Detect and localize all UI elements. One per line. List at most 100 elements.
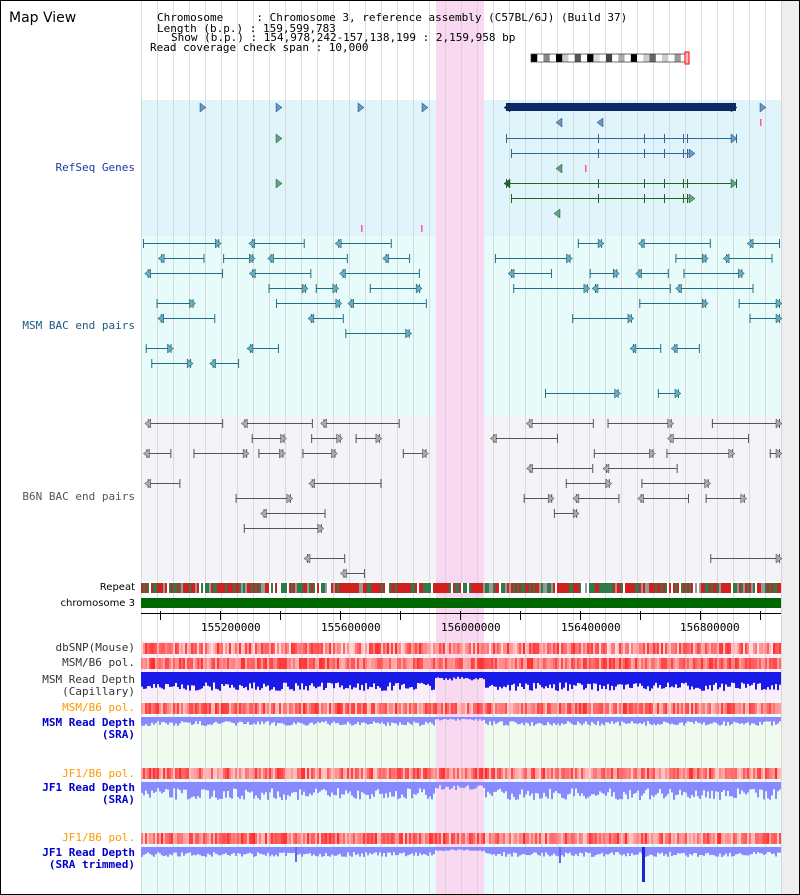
msm-capillary-depth-bar: [437, 672, 439, 678]
msm-bac-arrow: [674, 388, 682, 399]
jf1-trimmed-depth-bar: [375, 847, 377, 853]
track-label-msm-bac[interactable]: MSM BAC end pairs: [22, 319, 135, 332]
msm-pol2-heat-cell: [405, 703, 407, 714]
msm-capillary-depth-bar: [405, 672, 407, 689]
dbsnp-heat-cell: [685, 643, 687, 654]
track-label-msm-b6-pol[interactable]: MSM/B6 pol.: [62, 656, 135, 669]
msm-sra-depth-bar: [367, 717, 369, 725]
jf1-sra-depth-bar: [513, 782, 515, 797]
jf1-pol2-heat-cell: [141, 833, 143, 844]
repeat-block: [637, 583, 639, 593]
repeat-block: [445, 583, 447, 593]
msm-pol2-heat-cell: [773, 703, 775, 714]
jf1-trimmed-depth-bar: [677, 847, 679, 854]
repeat-block: [157, 583, 159, 593]
jf1-pol-heat-cell: [541, 768, 543, 779]
dbsnp-heat-cell: [619, 643, 621, 654]
msm-capillary-depth-bar: [251, 672, 253, 689]
jf1-sra-depth-bar: [141, 782, 143, 793]
jf1-trimmed-depth-bar: [189, 847, 191, 853]
msm-sra-depth-bar: [143, 717, 145, 726]
msm-pol2-heat-cell: [765, 703, 767, 714]
msm-capillary-depth-bar: [423, 672, 425, 685]
jf1-sra-depth-bar: [621, 782, 623, 800]
page-title: Map View: [9, 10, 77, 26]
jf1-trimmed-depth-bar: [361, 847, 363, 854]
msm-pol2-heat-cell: [247, 703, 249, 714]
msm-pol-heat-cell: [233, 658, 235, 669]
jf1-trimmed-depth-bar: [681, 847, 683, 854]
jf1-trimmed-depth-bar: [519, 847, 521, 856]
jf1-trimmed-depth-bar: [753, 847, 755, 853]
jf1-trimmed-depth-bar: [195, 847, 197, 856]
msm-pol-heat-cell: [737, 658, 739, 669]
jf1-sra-depth-bar: [255, 782, 257, 796]
msm-pol2-heat-cell: [483, 703, 485, 714]
jf1-sra-depth-bar: [199, 782, 201, 798]
jf1-pol2-heat-cell: [405, 833, 407, 844]
jf1-pol-heat-cell: [667, 768, 669, 779]
repeat-block: [269, 583, 271, 593]
refseq-gene-arrow: [596, 117, 604, 128]
msm-capillary-depth-bar: [673, 672, 675, 688]
dbsnp-heat-cell: [239, 643, 241, 654]
msm-pol2-heat-cell: [371, 703, 373, 714]
track-label-jf1-depth-trimmed-1[interactable]: JF1 Read Depth: [42, 846, 135, 859]
track-label-b6n-bac[interactable]: B6N BAC end pairs: [22, 490, 135, 503]
jf1-sra-depth-bar: [579, 782, 581, 797]
dbsnp-heat-cell: [747, 643, 749, 654]
jf1-pol2-heat-cell: [555, 833, 557, 844]
jf1-pol-heat-cell: [275, 768, 277, 779]
jf1-pol2-heat-cell: [543, 833, 545, 844]
msm-pol-heat-cell: [439, 658, 441, 669]
msm-pol2-heat-cell: [279, 703, 281, 714]
msm-sra-depth-bar: [255, 717, 257, 725]
jf1-pol2-heat-cell: [507, 833, 509, 844]
msm-capillary-depth-bar: [647, 672, 649, 687]
repeat-block: [427, 583, 429, 593]
track-label-msm-b6-pol-2[interactable]: MSM/B6 pol.: [62, 701, 135, 714]
dbsnp-heat-cell: [487, 643, 489, 654]
msm-pol2-heat-cell: [369, 703, 371, 714]
msm-sra-depth-bar: [609, 717, 611, 724]
repeat-block: [541, 583, 543, 593]
track-label-dbsnp[interactable]: dbSNP(Mouse): [55, 641, 135, 654]
jf1-trimmed-depth-bar: [585, 847, 587, 853]
msm-bac-arrow: [405, 328, 413, 339]
b6n-bac-arrow: [637, 493, 644, 504]
track-label-jf1-pol[interactable]: JF1/B6 pol.: [62, 767, 135, 780]
msm-bac-arrow: [332, 283, 340, 294]
track-label-refseq[interactable]: RefSeq Genes: [55, 161, 135, 174]
msm-sra-depth-bar: [571, 717, 573, 725]
jf1-pol2-heat-cell: [551, 833, 553, 844]
msm-capillary-depth-bar: [221, 672, 223, 684]
msm-bac-arrow: [209, 358, 216, 369]
track-label-jf1-depth-sra-1[interactable]: JF1 Read Depth: [42, 781, 135, 794]
jf1-pol2-heat-cell: [733, 833, 735, 844]
repeat-block: [571, 583, 573, 593]
track-label-jf1-pol-2[interactable]: JF1/B6 pol.: [62, 831, 135, 844]
msm-sra-depth-bar: [475, 717, 477, 720]
msm-pol-heat-cell: [247, 658, 249, 669]
msm-pol2-heat-cell: [517, 703, 519, 714]
jf1-trimmed-depth-bar: [675, 847, 677, 856]
jf1-pol-heat-cell: [641, 768, 643, 779]
jf1-trimmed-depth-bar: [767, 847, 769, 853]
jf1-pol2-heat-cell: [661, 833, 663, 844]
repeat-block: [713, 583, 715, 593]
repeat-block: [503, 583, 505, 593]
jf1-pol2-heat-cell: [775, 833, 777, 844]
jf1-pol2-heat-cell: [577, 833, 579, 844]
msm-pol2-heat-cell: [699, 703, 701, 714]
msm-pol-heat-cell: [749, 658, 751, 669]
jf1-pol-heat-cell: [211, 768, 213, 779]
msm-sra-depth-bar: [757, 717, 759, 726]
msm-sra-depth-bar: [227, 717, 229, 722]
msm-sra-depth-bar: [339, 717, 341, 725]
jf1-pol2-heat-cell: [761, 833, 763, 844]
dbsnp-heat-cell: [569, 643, 571, 654]
track-label-msm-depth-sra-1[interactable]: MSM Read Depth: [42, 716, 135, 729]
jf1-pol-heat-cell: [489, 768, 491, 779]
track-label-msm-depth-capillary-1[interactable]: MSM Read Depth: [42, 673, 135, 686]
